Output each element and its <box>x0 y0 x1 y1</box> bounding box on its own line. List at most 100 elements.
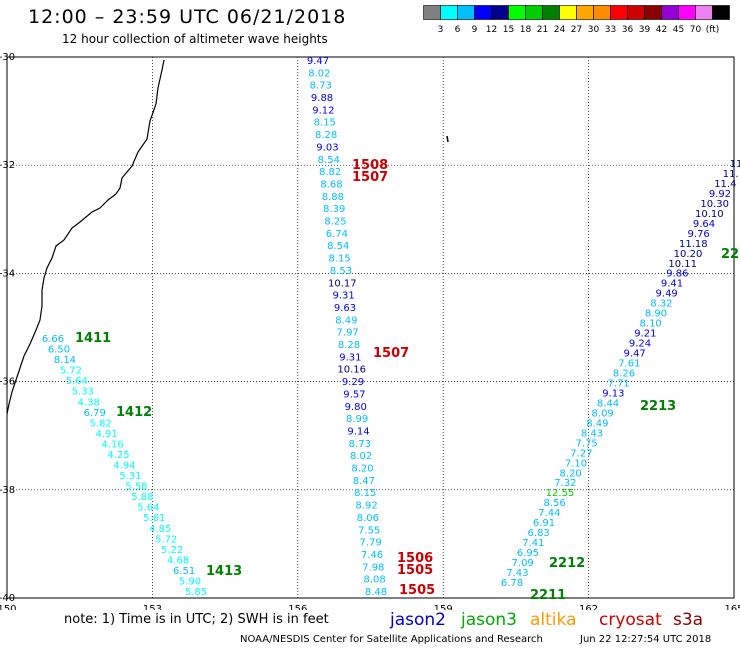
wave-height-label: 11.18 <box>679 239 708 250</box>
wave-height-label: 8.99 <box>346 414 368 425</box>
wave-height-label: 8.82 <box>319 167 341 178</box>
wave-height-label: 8.49 <box>586 418 608 429</box>
wave-height-label: 9.49 <box>656 289 678 300</box>
island <box>446 135 449 143</box>
wave-height-label: 7.55 <box>358 525 380 536</box>
wave-height-label: 9.21 <box>634 329 656 340</box>
legend-altika: altika <box>530 610 577 630</box>
generation-timestamp: Jun 22 12:27:54 UTC 2018 <box>580 634 712 645</box>
time-label: 1508 <box>352 158 388 173</box>
wave-height-label: 8.25 <box>324 217 346 228</box>
wave-height-label: 8.56 <box>544 498 566 509</box>
time-label: 1505 <box>397 563 433 578</box>
wave-height-label: 6.74 <box>326 229 348 240</box>
time-label: 2213 <box>640 399 676 414</box>
wave-height-label: 7.41 <box>522 538 544 549</box>
coastline <box>6 59 165 415</box>
color-scale-label: 21 <box>537 25 548 35</box>
color-scale-label: 70 <box>690 25 702 35</box>
wave-height-label: 7.44 <box>538 508 560 519</box>
wave-height-label: 5.64 <box>137 503 159 514</box>
wave-height-label: 10.11 <box>668 259 697 270</box>
wave-height-label: 7.98 <box>362 562 384 573</box>
wave-height-label: 9.14 <box>347 426 369 437</box>
wave-height-label: 6.79 <box>84 408 106 419</box>
time-label: 22 <box>721 247 739 262</box>
wave-height-label: 5.33 <box>72 387 94 398</box>
wave-height-label: 5.64 <box>66 376 88 387</box>
wave-height-label: 5.58 <box>125 482 147 493</box>
color-scale-label: 27 <box>571 25 582 35</box>
wave-height-label: 9.47 <box>307 56 329 67</box>
color-scale-label: 45 <box>673 25 684 35</box>
wave-height-label: 8.73 <box>349 439 371 450</box>
wave-height-label: 4.16 <box>101 439 123 450</box>
wave-height-label: 7.10 <box>565 458 587 469</box>
wave-height-label: 8.26 <box>613 369 635 380</box>
wave-height-label: 8.68 <box>320 179 342 190</box>
wave-height-label: 9.13 <box>602 388 624 399</box>
wave-height-label: 9.29 <box>342 377 364 388</box>
wave-height-label: 5.72 <box>60 366 82 377</box>
wave-height-label: 8.09 <box>592 408 614 419</box>
latitude-tick-label: -34 <box>0 268 15 279</box>
latitude-tick-label: -38 <box>0 485 15 496</box>
wave-height-label: 5.22 <box>161 545 183 556</box>
wave-height-label: 9.03 <box>316 142 338 153</box>
wave-height-label: 8.90 <box>645 309 667 320</box>
legend-jason2: jason2 <box>390 610 446 630</box>
wave-height-label: 9.63 <box>334 303 356 314</box>
wave-height-label: 7.46 <box>361 550 383 561</box>
wave-height-label: 8.44 <box>597 398 619 409</box>
wave-height-label: 7.09 <box>512 558 534 569</box>
wave-height-label: 10.30 <box>700 199 729 210</box>
wave-height-label: 7.61 <box>618 359 640 370</box>
wave-height-label: 8.20 <box>560 468 582 479</box>
wave-height-label: 8.88 <box>322 192 344 203</box>
time-label: 2212 <box>549 556 585 571</box>
time-label: 1411 <box>75 331 111 346</box>
wave-height-label: 7.27 <box>570 448 592 459</box>
time-label: 1507 <box>373 346 409 361</box>
wave-height-label: 8.15 <box>354 488 376 499</box>
wave-height-label: 8.73 <box>310 81 332 92</box>
map-subtitle: 12 hour collection of altimeter wave hei… <box>62 32 328 46</box>
wave-height-label: 8.06 <box>357 513 379 524</box>
wave-height-label: 7.79 <box>359 538 381 549</box>
wave-height-label: 8.53 <box>330 266 352 277</box>
wave-height-map: 150 153 156 159 162 165 -30 -32 -34 -36 -38 -40 9.47… <box>0 52 740 610</box>
wave-height-label: 4.68 <box>167 555 189 566</box>
time-label: 1505 <box>399 583 435 598</box>
color-scale-label: 6 <box>455 25 461 35</box>
wave-height-label: 9.88 <box>311 93 333 104</box>
footnote: note: 1) Time is in UTC; 2) SWH is in fe… <box>64 612 329 627</box>
color-scale-label: 30 <box>588 25 600 35</box>
wave-height-label: 11.4 <box>714 179 736 190</box>
wave-height-label: 4.91 <box>95 429 117 440</box>
wave-height-label: 6.95 <box>517 548 539 559</box>
wave-height-label: 7.43 <box>506 568 528 579</box>
wave-height-label: 10.10 <box>695 209 724 220</box>
wave-height-label: 12.55 <box>546 488 575 499</box>
wave-height-label: 9.31 <box>332 291 354 302</box>
longitude-tick-label: 165 <box>724 604 740 610</box>
wave-height-label: 5.82 <box>90 418 112 429</box>
wave-height-label: 4.38 <box>78 397 100 408</box>
wave-height-label: 11 <box>730 159 740 170</box>
wave-height-label: 8.08 <box>364 575 386 586</box>
color-scale-label: 42 <box>656 25 667 35</box>
latitude-tick-label: -32 <box>0 160 15 171</box>
wave-height-label: 8.92 <box>355 501 377 512</box>
wave-height-label: 8.39 <box>323 204 345 215</box>
color-scale-label: 36 <box>622 25 634 35</box>
wave-height-label: 5.90 <box>179 576 201 587</box>
wave-height-label: 10.17 <box>328 278 357 289</box>
wave-height-label: 9.12 <box>312 105 334 116</box>
wave-height-label: 9.92 <box>709 189 731 200</box>
color-scale-label: 33 <box>605 25 616 35</box>
wave-height-label: 7.75 <box>576 438 598 449</box>
wave-height-label: 9.41 <box>661 279 683 290</box>
color-scale-label: 18 <box>520 25 532 35</box>
wave-height-label: 8.43 <box>581 428 603 439</box>
map-title: 12:00 – 23:59 UTC 06/21/2018 <box>28 6 347 28</box>
